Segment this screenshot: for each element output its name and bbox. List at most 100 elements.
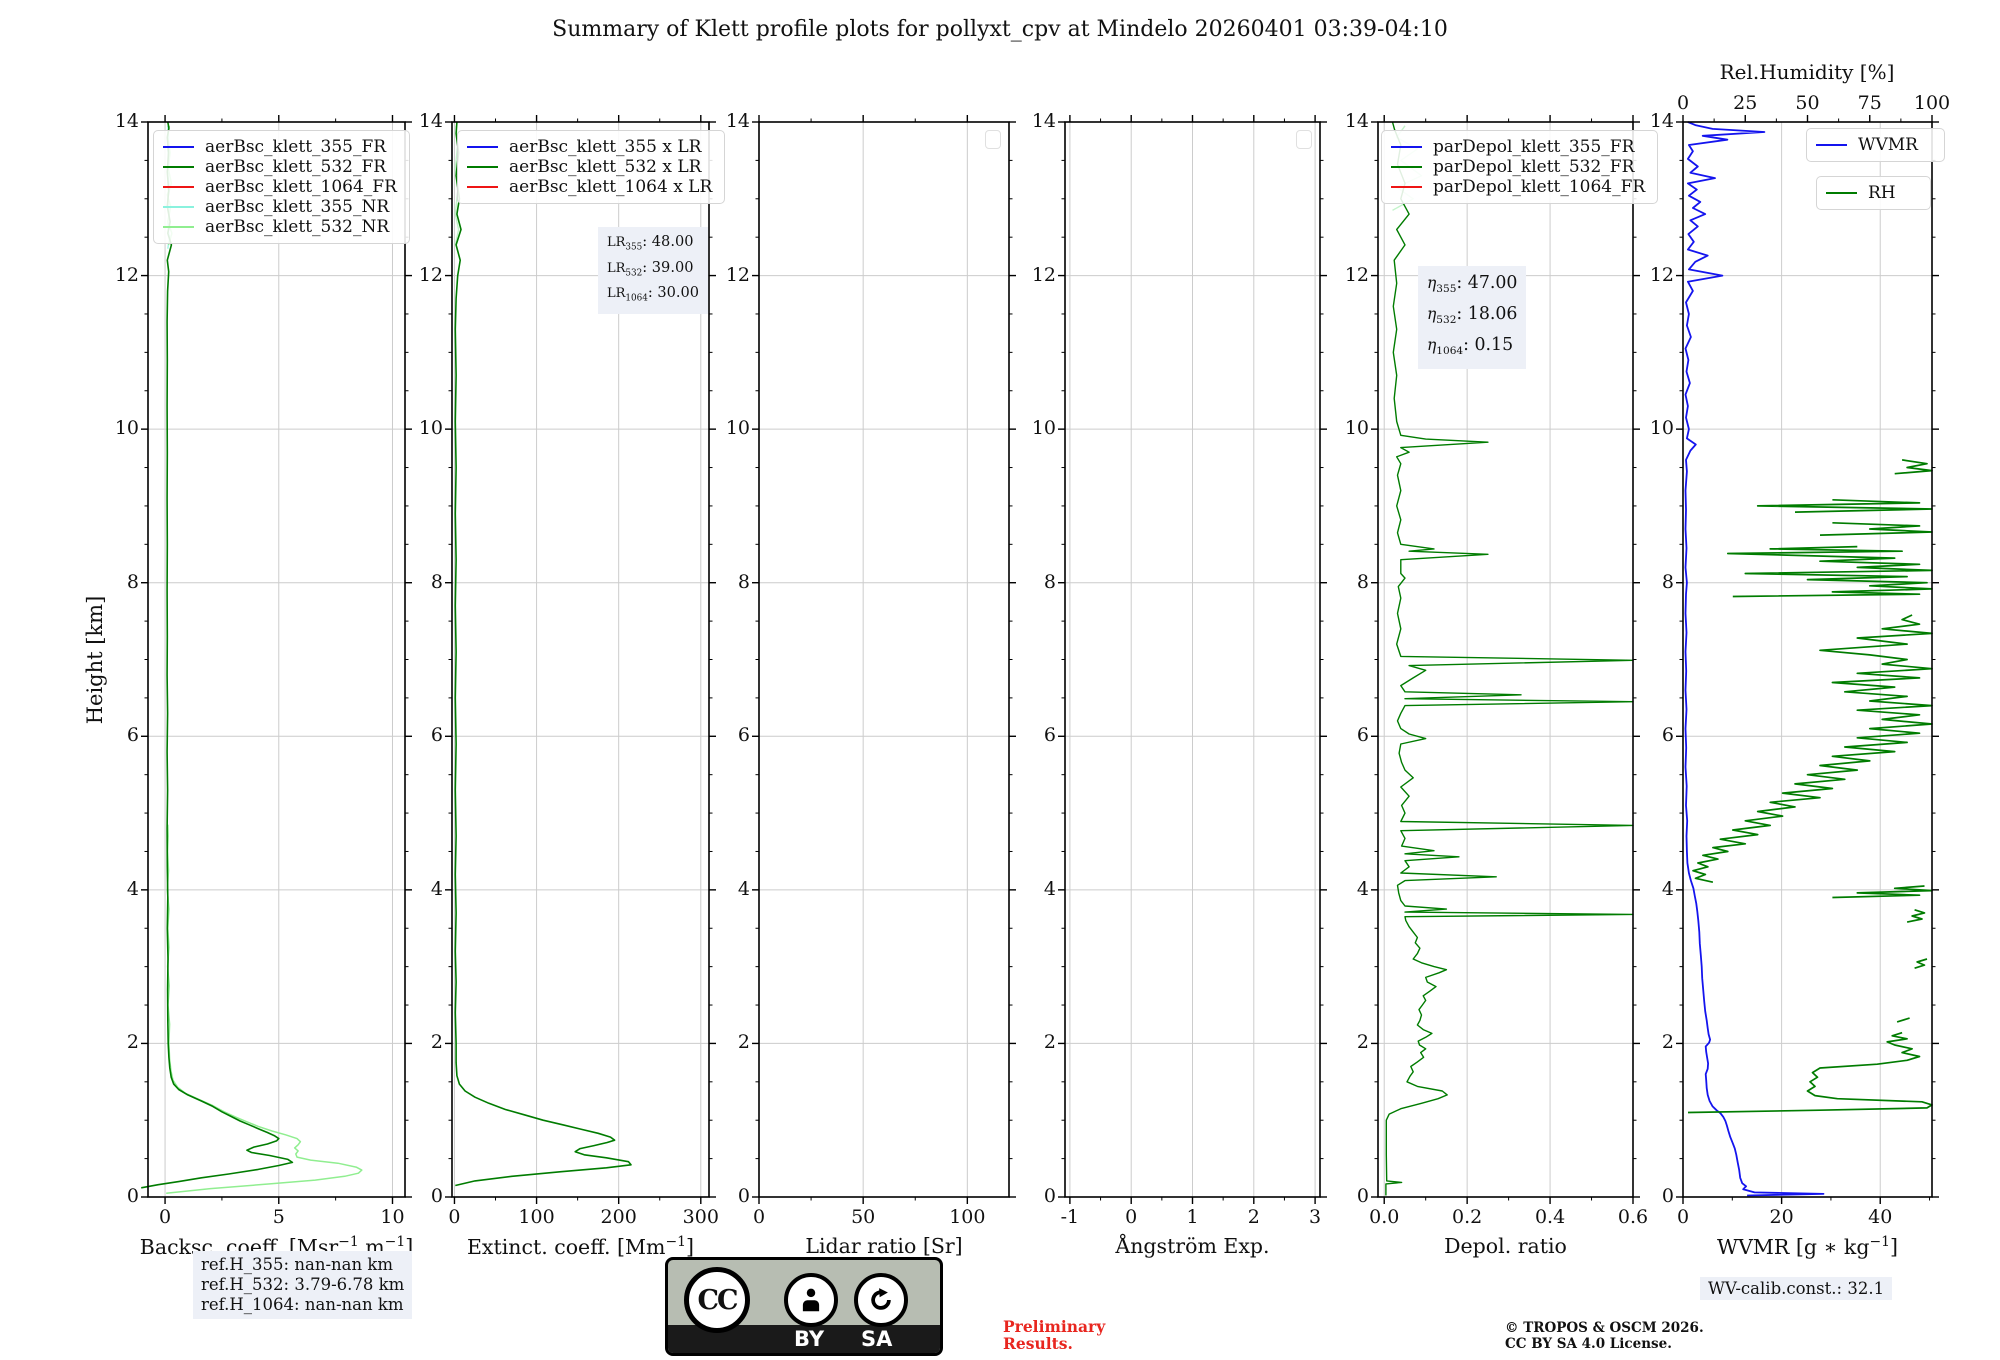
legend-line-sample xyxy=(163,146,194,148)
y-tick-label: 6 xyxy=(1356,724,1369,747)
x-tick-label: 300 xyxy=(682,1206,719,1228)
legend-label: WVMR xyxy=(1858,135,1918,155)
series-RH xyxy=(1914,958,1928,970)
y-tick-label: 4 xyxy=(1356,877,1369,900)
x-tick-label: 0.6 xyxy=(1617,1206,1649,1228)
legend-line-sample xyxy=(467,146,498,148)
y-tick-label: 2 xyxy=(126,1031,139,1054)
ref-h-532: ref.H_532: 3.79-6.78 km xyxy=(201,1275,405,1294)
legend-line-sample xyxy=(1826,192,1857,194)
x-axis-label-lidar-ratio: Lidar ratio [Sr] xyxy=(805,1234,963,1258)
y-tick-label: 6 xyxy=(430,724,443,747)
y-tick-label: 10 xyxy=(418,417,443,440)
legend-line-sample xyxy=(1391,186,1422,188)
legend-label: aerBsc_klett_1064_FR xyxy=(205,177,397,197)
y-tick-label: 14 xyxy=(1031,110,1056,132)
legend-label: aerBsc_klett_1064 x LR xyxy=(509,177,713,197)
wv-calib-const-box: WV-calib.const.: 32.1 xyxy=(1700,1277,1893,1300)
y-tick-label: 10 xyxy=(1344,417,1369,440)
legend-depol-ratio: parDepol_klett_355_FR parDepol_klett_532_… xyxy=(1381,130,1659,204)
y-tick-label: 0 xyxy=(1661,1185,1674,1207)
y-tick-label: 4 xyxy=(737,877,750,900)
x-tick-label: 0 xyxy=(1676,1206,1690,1228)
top-tick-label: 75 xyxy=(1857,92,1882,114)
series-aerBsc_klett_532_FR xyxy=(141,121,294,1189)
legend-entry: WVMR xyxy=(1816,135,1932,155)
x-axis-label-extinction: Extinct. coeff. [Mm−1] xyxy=(466,1234,695,1259)
x-tick-label: 20 xyxy=(1769,1206,1794,1228)
legend-label: parDepol_klett_355_FR xyxy=(1433,137,1635,157)
y-tick-label: 0 xyxy=(1043,1185,1056,1207)
series-WVMR xyxy=(1684,121,1825,1197)
annotation-extinction: LR355: 48.00 LR532: 39.00 LR1064: 30.00 xyxy=(598,227,709,314)
legend-label: aerBsc_klett_532_FR xyxy=(205,157,387,177)
empty-legend-box xyxy=(985,130,1001,149)
y-tick-label: 4 xyxy=(1661,877,1674,900)
x-tick-label: 100 xyxy=(949,1206,986,1228)
legend-entry: aerBsc_klett_532_FR xyxy=(163,157,397,177)
y-tick-label: 6 xyxy=(737,724,750,747)
preliminary-results-note: Preliminary Results. xyxy=(1003,1318,1105,1352)
person-icon xyxy=(802,1288,820,1312)
annotation-line: η355: 47.00 xyxy=(1427,273,1518,296)
y-tick-label: 4 xyxy=(126,877,139,900)
ref-h-355: ref.H_355: nan-nan km xyxy=(201,1255,393,1274)
legend-entry: RH xyxy=(1826,183,1918,203)
copyright-line2: CC BY SA 4.0 License. xyxy=(1505,1336,1672,1352)
legend-entry: aerBsc_klett_532 x LR xyxy=(467,157,712,177)
x-tick-label: 40 xyxy=(1868,1206,1893,1228)
legend-extinction: aerBsc_klett_355 x LR aerBsc_klett_532 x … xyxy=(457,130,726,204)
legend-rh: RH xyxy=(1816,176,1931,210)
y-axis-label: Height [km] xyxy=(83,595,107,725)
legend-entry: parDepol_klett_532_FR xyxy=(1391,157,1645,177)
legend-entry: aerBsc_klett_1064 x LR xyxy=(467,177,712,197)
y-tick-label: 8 xyxy=(737,570,750,593)
y-tick-label: 2 xyxy=(1356,1031,1369,1054)
series-RH xyxy=(1832,885,1933,899)
legend-entry: aerBsc_klett_355_NR xyxy=(163,197,397,217)
y-tick-label: 10 xyxy=(1031,417,1056,440)
y-tick-label: 8 xyxy=(430,570,443,593)
legend-label: RH xyxy=(1868,183,1896,203)
legend-line-sample xyxy=(1816,144,1847,146)
y-tick-label: 8 xyxy=(1661,570,1674,593)
legend-label: aerBsc_klett_532_NR xyxy=(205,217,390,237)
y-tick-label: 12 xyxy=(114,263,139,286)
legend-line-sample xyxy=(1391,146,1422,148)
annotation-line: LR1064: 30.00 xyxy=(607,284,700,304)
x-tick-label: 5 xyxy=(272,1206,285,1228)
legend-label: aerBsc_klett_355_FR xyxy=(205,137,387,157)
x-tick-label: 1 xyxy=(1186,1206,1199,1228)
legend-label: aerBsc_klett_355_NR xyxy=(205,197,390,217)
y-tick-label: 8 xyxy=(126,570,139,593)
series-RH xyxy=(1906,908,1926,923)
y-tick-label: 8 xyxy=(1043,570,1056,593)
y-tick-label: 14 xyxy=(1344,110,1369,132)
annotation-line: LR355: 48.00 xyxy=(607,233,694,253)
legend-entry: parDepol_klett_355_FR xyxy=(1391,137,1645,157)
top-tick-label: 100 xyxy=(1913,92,1951,114)
axes-frame-backscatter xyxy=(147,121,406,1198)
y-tick-label: 14 xyxy=(1649,110,1674,132)
x-tick-label: 0 xyxy=(752,1206,766,1228)
cc-license-badge: CC BY SA xyxy=(665,1257,943,1356)
legend-line-sample xyxy=(163,226,194,228)
x-tick-label: -1 xyxy=(1060,1206,1080,1228)
x-axis-label-wvmr-rh: WVMR [g ∗ kg−1] xyxy=(1717,1234,1898,1259)
series-aerBsc_klett_532_xLR xyxy=(454,121,632,1187)
reference-height-box: ref.H_355: nan-nan km ref.H_532: 3.79-6.… xyxy=(193,1251,413,1319)
legend-label: parDepol_klett_1064_FR xyxy=(1433,177,1646,197)
legend-line-sample xyxy=(1391,166,1422,168)
y-tick-label: 10 xyxy=(725,417,750,440)
x-tick-label: 0.2 xyxy=(1452,1206,1483,1228)
legend-entry: aerBsc_klett_355 x LR xyxy=(467,137,712,157)
series-parDepol_klett_532_FR xyxy=(1385,121,1634,1196)
y-tick-label: 12 xyxy=(418,263,443,286)
figure-title: Summary of Klett profile plots for polly… xyxy=(552,17,1448,42)
y-tick-label: 14 xyxy=(418,110,443,132)
y-tick-label: 14 xyxy=(725,110,750,132)
legend-line-sample xyxy=(467,166,498,168)
top-tick-label: 50 xyxy=(1795,92,1820,114)
